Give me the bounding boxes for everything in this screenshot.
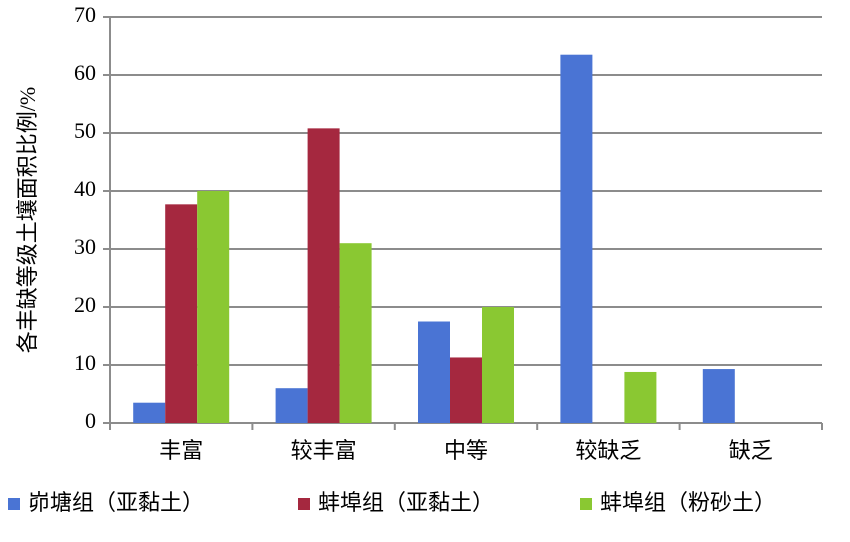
bar [133,402,166,423]
x-tick-label: 较缺乏 [575,438,641,463]
y-tick-label: 70 [74,2,96,27]
bar [482,307,514,423]
x-tick-label: 丰富 [159,438,203,463]
bar [197,191,230,423]
bar [624,371,657,423]
y-tick-label: 30 [74,234,96,259]
bar [165,204,198,423]
y-tick-label: 0 [85,408,96,433]
bar [275,388,308,423]
y-tick-label: 40 [74,176,96,201]
bar [418,321,450,423]
legend-swatch [298,498,310,510]
y-tick-label: 50 [74,118,96,143]
bar [560,54,593,423]
bar [307,128,340,424]
bar [702,369,735,423]
x-tick-label: 中等 [444,438,488,463]
y-tick-label: 20 [74,292,96,317]
y-tick-label: 10 [74,350,96,375]
bar [450,357,482,423]
legend-label: 峁塘组（亚黏土） [28,490,204,515]
x-tick-label: 缺乏 [729,438,773,463]
bar [339,243,372,423]
legend-label: 蚌埠组（亚黏土） [318,490,494,515]
y-axis-label: 各丰缺等级土壤面积比例/% [15,87,40,353]
legend-label: 蚌埠组（粉砂土） [600,490,776,515]
x-tick-label: 较丰富 [291,438,357,463]
legend-swatch [580,498,592,510]
legend-swatch [8,498,20,510]
y-tick-label: 60 [74,60,96,85]
